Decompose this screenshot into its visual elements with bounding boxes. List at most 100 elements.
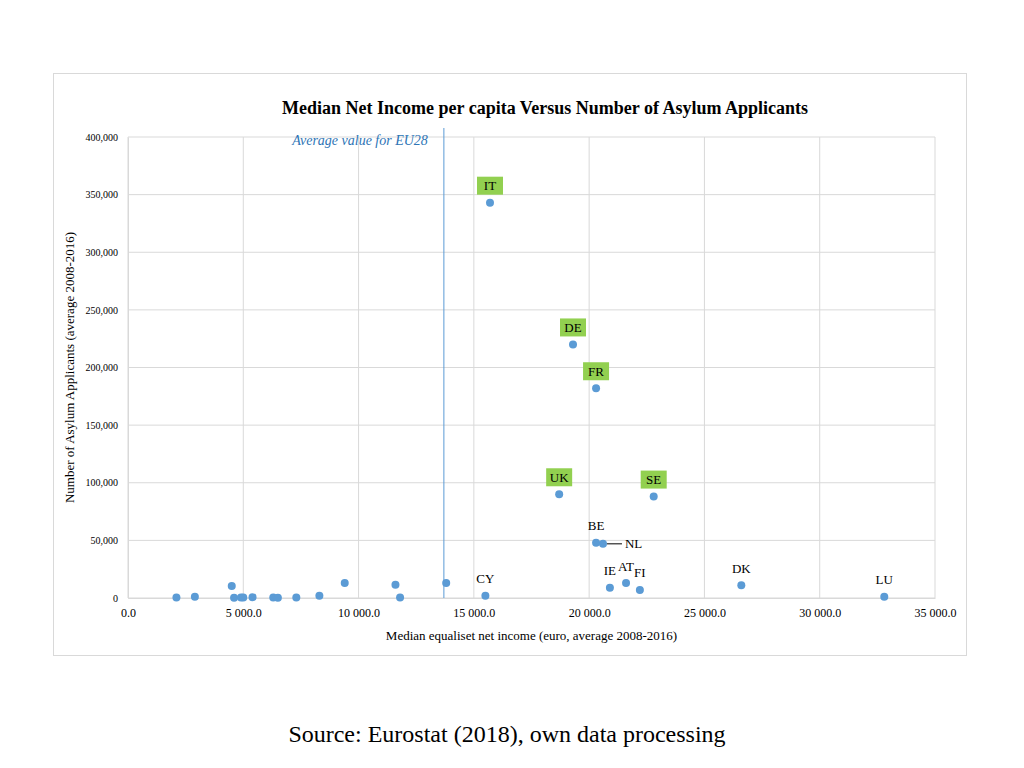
grid-line-y: [128, 367, 935, 368]
annotation: Average value for EU28: [291, 133, 428, 148]
point: [481, 592, 489, 600]
point: [880, 593, 888, 601]
point: [636, 586, 644, 594]
point: [737, 581, 745, 589]
tick-label: 15 000.0: [453, 606, 495, 620]
grid: [128, 137, 935, 598]
tick: 100,000: [86, 477, 129, 488]
grid-line-y: [128, 252, 935, 253]
label-box: [583, 362, 609, 380]
grid-line-y: [128, 194, 935, 195]
point: [341, 579, 349, 587]
point: [569, 340, 577, 348]
tick: 50,000: [91, 535, 129, 546]
grid-line-y: [128, 425, 935, 426]
tick: 200,000: [86, 362, 129, 373]
tick-label: 20 000.0: [569, 606, 611, 620]
point-labels: CY IT UK DE FR BE NL IEATFI SE DK LU: [476, 177, 893, 588]
tick-label: 350,000: [86, 189, 119, 200]
tick-label: 25 000.0: [684, 606, 726, 620]
tick: 25 000.0: [684, 598, 726, 620]
point: [592, 384, 600, 392]
grid-line-y: [128, 482, 935, 483]
point-label: CY: [476, 571, 495, 586]
point: [315, 592, 323, 600]
tick: 15 000.0: [453, 598, 495, 620]
axis-line: [128, 138, 129, 599]
tick-label: 0: [113, 593, 118, 604]
tick-label: 30 000.0: [799, 606, 841, 620]
tick-label: 250,000: [86, 305, 119, 316]
tick: 10 000.0: [338, 598, 380, 620]
point: [249, 593, 257, 601]
point: [391, 581, 399, 589]
label-box: [560, 318, 586, 336]
tick-label: 400,000: [86, 132, 119, 143]
point-label: SE: [646, 472, 661, 487]
label-box: [641, 471, 667, 489]
x-axis-title: Median equaliset net income (euro, avera…: [386, 628, 677, 643]
tick-label: 100,000: [86, 477, 119, 488]
tick-label: 300,000: [86, 247, 119, 258]
point-label: BE: [588, 518, 605, 533]
point: [239, 593, 247, 601]
point-label: IT: [484, 178, 496, 193]
point: [650, 493, 658, 501]
grid-line-x: [128, 137, 129, 598]
point-label: DE: [564, 320, 581, 335]
point: [486, 199, 494, 207]
tick: 0: [113, 593, 128, 604]
point: [599, 540, 607, 548]
point: [230, 594, 238, 602]
point: [606, 584, 614, 592]
tick: 30 000.0: [799, 598, 841, 620]
tick-label: 200,000: [86, 362, 119, 373]
chart-frame: [54, 74, 967, 656]
tick: 35 000.0: [915, 598, 957, 620]
tick: 20 000.0: [569, 598, 611, 620]
chart: 0.0 5 000.0 10 000.0 15 000.0 20 000.0 25 000…: [0, 0, 1024, 768]
label-box: [546, 468, 572, 486]
plot-area: [172, 128, 888, 602]
point-label: UK: [550, 470, 569, 485]
source-note: Source: Eurostat (2018), own data proces…: [288, 721, 725, 747]
point-label: FR: [588, 364, 604, 379]
tick: 250,000: [86, 305, 129, 316]
y-axis: 0 50,000 100,000 150,000 200,000 250,000 300,0…: [86, 132, 129, 604]
point: [292, 594, 300, 602]
point: [396, 593, 404, 601]
tick: 400,000: [86, 132, 129, 143]
point-label: NL: [625, 536, 642, 551]
tick: 150,000: [86, 420, 129, 431]
point: [442, 579, 450, 587]
point: [592, 539, 600, 547]
point-label: LU: [876, 572, 894, 587]
point-label: DK: [732, 561, 751, 576]
point-label: FI: [634, 565, 646, 580]
grid-line-y: [128, 309, 935, 310]
reference-line: [443, 128, 444, 598]
point-label: IE: [604, 563, 616, 578]
tick-label: 10 000.0: [338, 606, 380, 620]
point: [555, 490, 563, 498]
point: [228, 582, 236, 590]
point: [622, 579, 630, 587]
point: [274, 594, 282, 602]
label-box: [477, 177, 503, 195]
point: [172, 593, 180, 601]
x-axis: 0.0 5 000.0 10 000.0 15 000.0 20 000.0 25 000…: [121, 598, 957, 620]
tick-label: 50,000: [91, 535, 119, 546]
tick: 350,000: [86, 189, 129, 200]
title: Median Net Income per capita Versus Numb…: [282, 98, 808, 118]
tick-label: 35 000.0: [915, 606, 957, 620]
tick-label: 0.0: [121, 606, 136, 620]
tick-label: 5 000.0: [226, 606, 262, 620]
tick: 300,000: [86, 247, 129, 258]
point-label: AT: [618, 559, 634, 574]
y-axis-title: Number of Asylum Applicants (average 200…: [62, 232, 77, 503]
grid-line-y: [128, 137, 935, 138]
leader-line: [607, 543, 622, 544]
tick-label: 150,000: [86, 420, 119, 431]
tick: 0.0: [121, 598, 136, 620]
grid-line-y: [128, 540, 935, 541]
